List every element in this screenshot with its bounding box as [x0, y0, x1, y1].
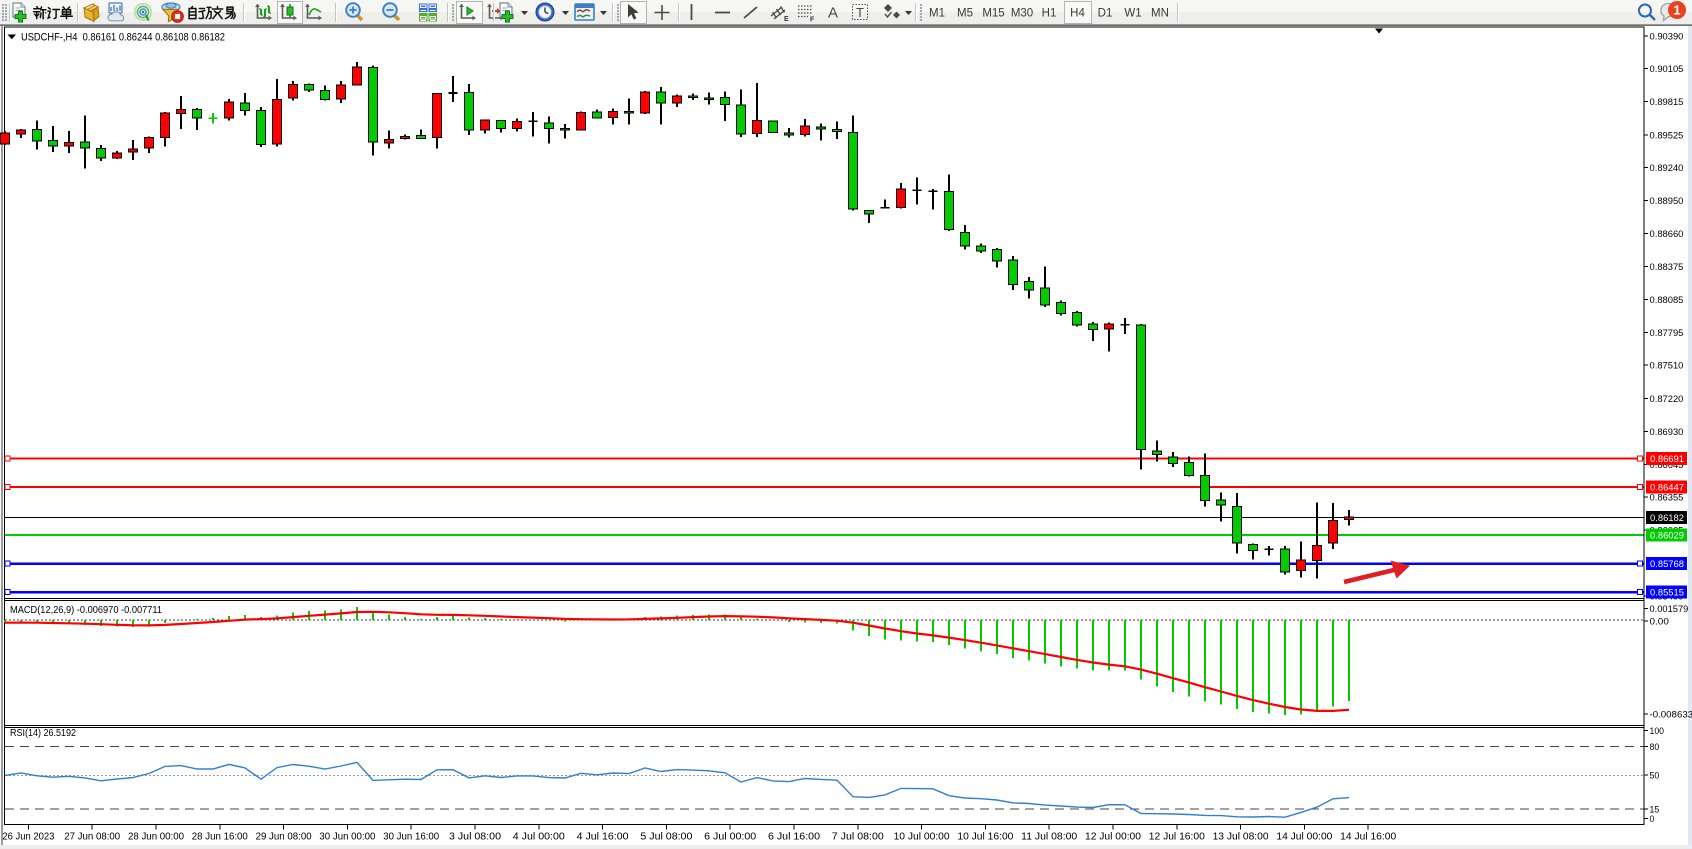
svg-text:D1: D1: [1098, 8, 1113, 20]
svg-text:12 Jul 16:00: 12 Jul 16:00: [1149, 832, 1205, 843]
svg-text:W1: W1: [1124, 8, 1141, 20]
svg-text:0.88375: 0.88375: [1650, 262, 1684, 273]
svg-text:0.85768: 0.85768: [1650, 559, 1684, 570]
svg-text:0.88660: 0.88660: [1650, 229, 1684, 240]
svg-text:M1: M1: [929, 8, 945, 20]
svg-text:6 Jul 00:00: 6 Jul 00:00: [704, 832, 756, 843]
svg-text:1: 1: [1673, 3, 1680, 18]
svg-text:A: A: [828, 5, 838, 22]
svg-text:14 Jul 16:00: 14 Jul 16:00: [1340, 832, 1396, 843]
svg-text:M15: M15: [982, 8, 1004, 20]
svg-text:5 Jul 08:00: 5 Jul 08:00: [640, 832, 692, 843]
svg-text:RSI(14) 26.5192: RSI(14) 26.5192: [10, 728, 76, 739]
svg-text:H1: H1: [1042, 8, 1057, 20]
svg-text:28 Jun 16:00: 28 Jun 16:00: [192, 832, 248, 843]
svg-text:E: E: [784, 16, 789, 23]
svg-text:4 Jul 16:00: 4 Jul 16:00: [577, 832, 629, 843]
svg-text:0.86691: 0.86691: [1650, 454, 1684, 465]
svg-text:0.89240: 0.89240: [1650, 163, 1684, 174]
svg-text:0.86645: 0.86645: [1650, 460, 1684, 471]
svg-text:4 Jul 00:00: 4 Jul 00:00: [513, 832, 565, 843]
svg-text:0: 0: [1650, 814, 1655, 825]
svg-text:T: T: [856, 5, 864, 20]
svg-text:3 Jul 08:00: 3 Jul 08:00: [449, 832, 501, 843]
svg-text:100: 100: [1650, 726, 1665, 737]
svg-text:15: 15: [1650, 805, 1660, 816]
svg-text:10 Jul 16:00: 10 Jul 16:00: [957, 832, 1013, 843]
svg-text:0.00: 0.00: [1650, 617, 1669, 628]
svg-text:0.86355: 0.86355: [1650, 493, 1684, 504]
svg-text:M5: M5: [957, 8, 973, 20]
svg-text:0.89815: 0.89815: [1650, 97, 1684, 108]
svg-text:F: F: [810, 17, 815, 24]
svg-text:30 Jun 00:00: 30 Jun 00:00: [319, 832, 375, 843]
svg-text:10 Jul 00:00: 10 Jul 00:00: [894, 832, 950, 843]
svg-text:28 Jun 00:00: 28 Jun 00:00: [128, 832, 184, 843]
svg-text:0.86029: 0.86029: [1650, 531, 1684, 542]
svg-text:MN: MN: [1151, 8, 1169, 20]
svg-text:50: 50: [1650, 771, 1660, 782]
svg-text:0.85515: 0.85515: [1650, 588, 1684, 599]
svg-text:0.88085: 0.88085: [1650, 295, 1684, 306]
svg-text:0.86182: 0.86182: [1650, 513, 1684, 524]
svg-text:0.89525: 0.89525: [1650, 130, 1684, 141]
svg-text:MACD(12,26,9) -0.006970 -0.007: MACD(12,26,9) -0.006970 -0.007711: [10, 605, 162, 616]
svg-text:0.88950: 0.88950: [1650, 196, 1684, 207]
svg-text:26 Jun 2023: 26 Jun 2023: [2, 832, 54, 843]
svg-text:27 Jun 08:00: 27 Jun 08:00: [64, 832, 120, 843]
svg-text:0.90105: 0.90105: [1650, 64, 1684, 75]
svg-text:H4: H4: [1070, 8, 1085, 20]
svg-text:0.001579: 0.001579: [1650, 604, 1689, 615]
svg-text:USDCHF-,H4 0.86161 0.86244 0.: USDCHF-,H4 0.86161 0.86244 0.86108 0.861…: [21, 32, 225, 44]
svg-text:0.86447: 0.86447: [1650, 483, 1684, 494]
svg-text:29 Jun 08:00: 29 Jun 08:00: [256, 832, 312, 843]
svg-text:11 Jul 08:00: 11 Jul 08:00: [1021, 832, 1077, 843]
svg-text:80: 80: [1650, 742, 1660, 753]
svg-text:0.86930: 0.86930: [1650, 427, 1684, 438]
svg-text:14 Jul 00:00: 14 Jul 00:00: [1276, 832, 1332, 843]
svg-text:0.87220: 0.87220: [1650, 394, 1684, 405]
svg-text:13 Jul 08:00: 13 Jul 08:00: [1213, 832, 1269, 843]
svg-text:0.87510: 0.87510: [1650, 361, 1684, 372]
svg-text:30 Jun 16:00: 30 Jun 16:00: [383, 832, 439, 843]
svg-text:0.87795: 0.87795: [1650, 328, 1684, 339]
svg-text:7 Jul 08:00: 7 Jul 08:00: [832, 832, 884, 843]
svg-text:6 Jul 16:00: 6 Jul 16:00: [768, 832, 820, 843]
svg-text:12 Jul 00:00: 12 Jul 00:00: [1085, 832, 1141, 843]
svg-text:0.90390: 0.90390: [1650, 32, 1684, 43]
svg-text:M30: M30: [1011, 8, 1033, 20]
svg-text:-0.008633: -0.008633: [1650, 710, 1692, 721]
